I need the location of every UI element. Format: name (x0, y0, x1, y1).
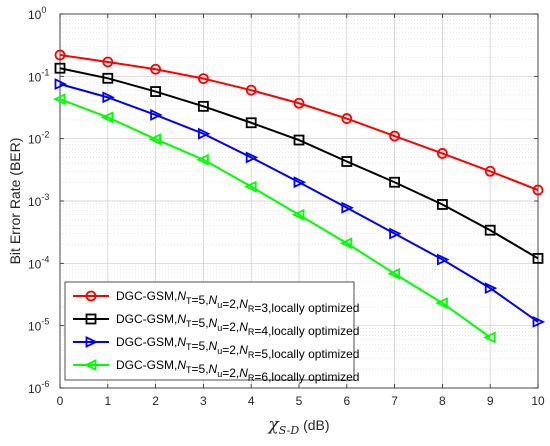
data-point (387, 267, 401, 280)
x-tick-label: 3 (200, 394, 207, 408)
data-point (436, 148, 448, 159)
series-4 (52, 93, 496, 344)
legend-marker (83, 359, 97, 371)
x-tick-label: 8 (439, 394, 446, 408)
legend-item: DGC-GSM,NT=5,Nu=2,NR=5,locally optimized (73, 335, 359, 361)
data-point (245, 84, 257, 96)
data-point (54, 62, 66, 74)
data-point (389, 176, 401, 188)
series-line (59, 83, 539, 323)
data-point (389, 227, 402, 240)
data-point (197, 73, 209, 84)
series-line (59, 53, 539, 191)
series-layer (52, 49, 546, 344)
data-point (293, 134, 305, 146)
legend-marker (85, 290, 97, 302)
x-axis-label-symbol: χ (267, 415, 280, 435)
series-3 (54, 78, 546, 328)
x-axis-label-subscript: S-D (279, 424, 300, 437)
series-2 (54, 62, 544, 264)
x-tick-label: 2 (152, 394, 159, 408)
legend-label: DGC-GSM,NT=5,Nu=2,NR=6,locally optimized (116, 358, 359, 384)
legend-marker (85, 336, 99, 348)
y-axis-label: Bit Error Rate (BER) (7, 138, 23, 265)
data-point (339, 237, 353, 250)
data-point (197, 127, 211, 140)
y-tick-label: 10-5 (28, 317, 49, 334)
axes: 0 1 2 3 4 5 6 7 8 9 10 100 10-1 10-2 10-3 10-4 10-5 10-6 (28, 5, 545, 408)
y-tick-label: 100 (28, 5, 46, 22)
series-line (59, 67, 539, 260)
legend-item: DGC-GSM,NT=5,Nu=2,NR=3,locally optimized (73, 289, 359, 315)
x-axis-label: χS-D (dB) (267, 415, 329, 437)
legend-label: DGC-GSM,NT=5,Nu=2,NR=4,locally optimized (116, 312, 359, 338)
data-point (245, 117, 257, 129)
data-point (244, 180, 257, 193)
x-tick-label: 4 (248, 394, 255, 408)
data-point (341, 113, 353, 124)
y-tick-label: 10-1 (28, 67, 49, 84)
x-tick-label: 10 (531, 394, 545, 408)
data-point (483, 331, 496, 344)
legend-box (64, 281, 355, 381)
data-point (150, 109, 163, 121)
data-point (102, 56, 114, 68)
data-point (150, 63, 162, 75)
data-point (341, 156, 353, 167)
data-point (484, 224, 496, 236)
data-point (435, 297, 448, 310)
data-point (293, 97, 305, 109)
data-point (532, 184, 544, 196)
data-point (532, 252, 544, 264)
y-tick-label: 10-4 (28, 254, 49, 271)
data-point (484, 282, 498, 295)
series-1 (54, 49, 544, 196)
legend-marker (85, 313, 97, 325)
data-point (291, 208, 305, 221)
x-tick-label: 7 (391, 394, 398, 408)
data-point (148, 133, 162, 146)
x-tick-label: 6 (343, 394, 350, 408)
legend-item: DGC-GSM,NT=5,Nu=2,NR=6,locally optimized (73, 358, 359, 384)
data-point (245, 151, 259, 164)
legend-item: DGC-GSM,NT=5,Nu=2,NR=4,locally optimized (73, 312, 359, 338)
data-point (102, 91, 115, 104)
x-tick-label: 0 (57, 394, 64, 408)
x-tick-label: 5 (296, 394, 303, 408)
data-point (484, 165, 496, 177)
data-point (532, 315, 546, 328)
data-point (100, 111, 114, 124)
x-tick-label: 1 (104, 394, 111, 408)
y-tick-label: 10-3 (28, 192, 49, 209)
x-axis-label-unit: (dB) (299, 417, 329, 433)
data-point (52, 93, 66, 106)
data-point (293, 176, 307, 189)
data-point (436, 253, 450, 266)
data-point (54, 78, 68, 91)
data-point (436, 199, 448, 210)
legend-label: DGC-GSM,NT=5,Nu=2,NR=5,locally optimized (116, 335, 359, 361)
legend-label: DGC-GSM,NT=5,Nu=2,NR=3,locally optimized (116, 289, 359, 315)
series-line (59, 98, 491, 339)
data-point (197, 100, 209, 112)
data-point (341, 201, 354, 214)
y-tick-label: 10-2 (28, 130, 49, 147)
data-point (102, 72, 114, 84)
data-point (196, 153, 209, 166)
y-tick-label: 10-6 (28, 379, 49, 396)
data-point (54, 49, 66, 61)
data-point (389, 130, 401, 142)
x-tick-label: 9 (487, 394, 494, 408)
legend: DGC-GSM,NT=5,Nu=2,NR=3,locally optimized… (64, 281, 359, 384)
data-point (150, 86, 162, 97)
